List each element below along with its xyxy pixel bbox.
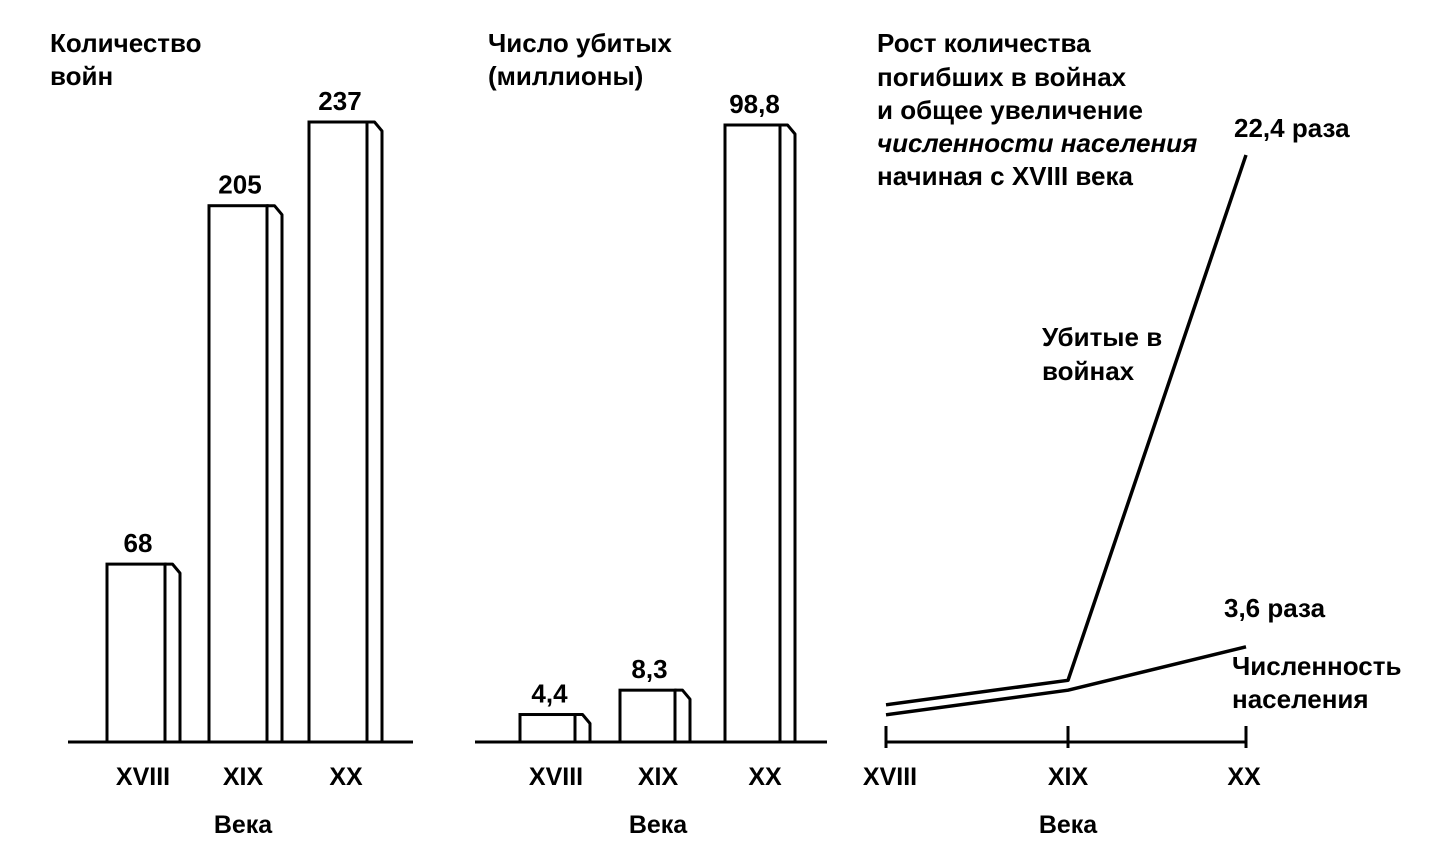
chart2-bar-side (778, 123, 797, 744)
chart1-bar-side (365, 120, 384, 744)
chart1-value-label: 68 (124, 528, 153, 558)
chart3-title-line-3: и общее увеличение (877, 95, 1143, 125)
chart1-xtick-label: XIX (223, 763, 264, 791)
chart2-xtick-label: XIX (638, 763, 679, 791)
chart2-bar-front (618, 688, 677, 744)
chart2-title-line-2: (миллионы) (488, 61, 643, 91)
chart1-xtick-label: XX (329, 763, 363, 791)
chart2-value-label: 98,8 (729, 89, 780, 119)
chart1-xtick-label: XVIII (116, 763, 170, 791)
series-population-label-line-2: населения (1232, 684, 1369, 714)
series-killed-line (885, 154, 1248, 707)
chart3-xtick-label: XX (1227, 763, 1261, 791)
chart2-xtick-label: XX (748, 763, 782, 791)
series-killed-end-label: 22,4 раза (1234, 113, 1350, 143)
panel-wars-count: Количество войн XVIII XIX XX Века 68 205 2… (50, 28, 413, 839)
chart2-bar-front (518, 713, 577, 744)
chart1-bar (307, 120, 384, 744)
chart2-bar-side (573, 713, 592, 744)
chart2-bar (518, 713, 592, 744)
chart1-title-line-1: Количество (50, 28, 202, 58)
series-killed-label-line-2: войнах (1042, 356, 1135, 386)
chart3-title-line-1: Рост количества (877, 28, 1091, 58)
chart2-bar (723, 123, 797, 744)
chart1-title-line-2: войн (50, 61, 113, 91)
chart3-title-line-4: численности населения (877, 128, 1197, 158)
chart1-bar (207, 204, 284, 744)
chart2-bar (618, 688, 692, 744)
chart1-bar-side (265, 204, 284, 744)
chart2-value-label: 4,4 (531, 679, 568, 709)
chart1-bar-front (307, 120, 369, 744)
chart1-x-axis-title: Века (214, 811, 273, 839)
chart2-title-line-1: Число убитых (488, 28, 672, 58)
series-population-label-line-1: Численность (1232, 651, 1401, 681)
series-killed-label-line-1: Убитые в (1042, 322, 1162, 352)
chart1-bar-front (207, 204, 269, 744)
chart1-value-label: 205 (218, 170, 261, 200)
chart1-bar (105, 562, 182, 744)
chart2-x-axis-title: Века (629, 811, 688, 839)
chart3-xtick-label: XIX (1048, 763, 1089, 791)
chart3-title-line-5: начиная с XVIII века (877, 161, 1134, 191)
series-population-line (885, 645, 1247, 717)
chart3-xtick-label: XVIII (863, 763, 917, 791)
chart2-bar-front (723, 123, 782, 744)
chart2-bar-side (673, 688, 692, 744)
chart2-xtick-label: XVIII (529, 763, 583, 791)
chart3-x-axis-title: Века (1039, 811, 1098, 839)
chart1-bar-front (105, 562, 167, 744)
chart1-value-label: 237 (318, 86, 361, 116)
panel-killed: Число убитых (миллионы) XVIII XIX XX Век… (475, 28, 827, 839)
chart1-bar-side (163, 562, 182, 744)
panel-growth: Рост количества погибших в войнах и обще… (863, 28, 1402, 839)
chart2-value-label: 8,3 (631, 654, 667, 684)
series-population-end-label: 3,6 раза (1224, 593, 1326, 623)
chart3-title-line-2: погибших в войнах (877, 62, 1127, 92)
